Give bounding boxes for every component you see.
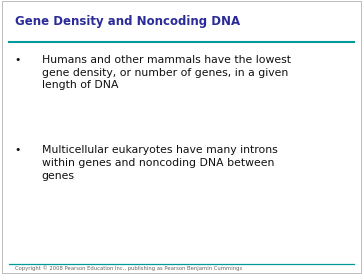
Text: •: • <box>15 55 21 65</box>
Text: Gene Density and Noncoding DNA: Gene Density and Noncoding DNA <box>15 15 240 28</box>
Text: Multicellular eukaryotes have many introns
within genes and noncoding DNA betwee: Multicellular eukaryotes have many intro… <box>42 145 277 181</box>
Text: •: • <box>15 145 21 155</box>
Text: Humans and other mammals have the lowest
gene density, or number of genes, in a : Humans and other mammals have the lowest… <box>42 55 291 90</box>
Text: Copyright © 2008 Pearson Education Inc., publishing as Pearson Benjamin Cummings: Copyright © 2008 Pearson Education Inc.,… <box>15 265 242 271</box>
